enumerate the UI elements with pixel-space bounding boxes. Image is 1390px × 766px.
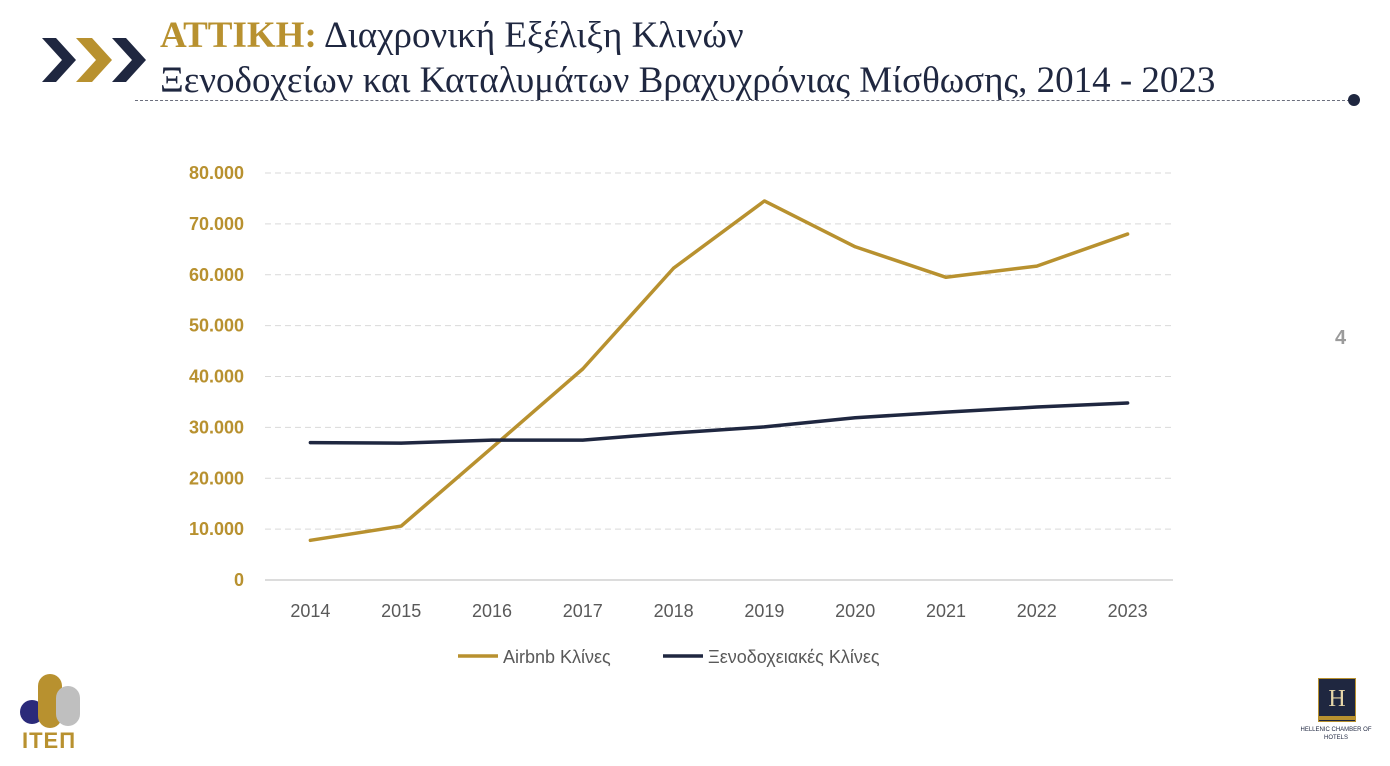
data-point [308, 538, 312, 542]
y-tick-label: 70.000 [189, 214, 244, 234]
itep-logo [14, 672, 94, 756]
data-point [762, 425, 766, 429]
y-tick-label: 50.000 [189, 316, 244, 336]
itep-logo-text: ΙΤΕΠ [22, 728, 77, 753]
data-point [581, 367, 585, 371]
title-divider-dot [1348, 94, 1360, 106]
data-point [762, 199, 766, 203]
page-title: ΑΤΤΙΚΗ: Διαχρονική Εξέλιξη Κλινών Ξενοδο… [160, 14, 1330, 104]
legend-label-2: Ξενοδοχειακές Κλίνες [708, 647, 880, 667]
x-tick-label: 2020 [835, 601, 875, 621]
x-tick-label: 2022 [1017, 601, 1057, 621]
x-tick-label: 2017 [563, 601, 603, 621]
legend-label-1: Airbnb Κλίνες [503, 647, 611, 667]
hotel-chamber-text: HELLENIC CHAMBER OF HOTELS [1300, 727, 1372, 741]
data-point [1035, 405, 1039, 409]
y-tick-label: 0 [234, 570, 244, 590]
data-point [399, 441, 403, 445]
y-tick-label: 80.000 [189, 163, 244, 183]
data-point [308, 441, 312, 445]
x-tick-label: 2016 [472, 601, 512, 621]
data-point [1035, 264, 1039, 268]
title-line-1: ΑΤΤΙΚΗ: Διαχρονική Εξέλιξη Κλινών [160, 14, 1330, 58]
y-tick-label: 10.000 [189, 519, 244, 539]
y-tick-label: 40.000 [189, 367, 244, 387]
x-tick-label: 2018 [654, 601, 694, 621]
y-tick-label: 20.000 [189, 468, 244, 488]
data-point [581, 438, 585, 442]
y-tick-label: 60.000 [189, 265, 244, 285]
title-line-2: Ξενοδοχείων και Καταλυμάτων Βραχυχρόνιας… [160, 60, 1216, 101]
title-region: ΑΤΤΙΚΗ: [160, 15, 317, 56]
data-point [1126, 401, 1130, 405]
data-point [490, 438, 494, 442]
title-text-1: Διαχρονική Εξέλιξη Κλινών [316, 15, 744, 56]
x-tick-label: 2023 [1108, 601, 1148, 621]
data-point [399, 524, 403, 528]
x-tick-label: 2021 [926, 601, 966, 621]
hotel-chamber-letter: H [1318, 678, 1356, 722]
x-tick-label: 2019 [744, 601, 784, 621]
y-tick-label: 30.000 [189, 417, 244, 437]
x-tick-label: 2015 [381, 601, 421, 621]
data-point [944, 275, 948, 279]
data-point [944, 410, 948, 414]
series-line-1 [308, 199, 1130, 543]
x-tick-label: 2014 [290, 601, 330, 621]
page-number: 4 [1335, 327, 1347, 349]
data-point [672, 431, 676, 435]
data-point [853, 416, 857, 420]
hotel-chamber-bar [1318, 716, 1356, 720]
data-point [853, 245, 857, 249]
series-line-2 [308, 401, 1130, 445]
hotel-chamber-logo: H HELLENIC CHAMBER OF HOTELS [1290, 676, 1380, 756]
data-point [672, 266, 676, 270]
triple-chevron-right-icon [42, 38, 146, 82]
data-point [1126, 232, 1130, 236]
title-divider [135, 100, 1350, 101]
data-point [490, 446, 494, 450]
